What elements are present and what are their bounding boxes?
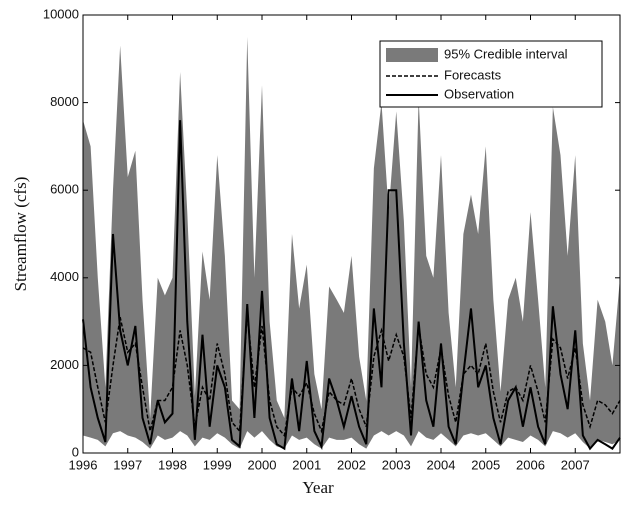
x-tick-label: 2003 (382, 457, 411, 472)
x-tick-label: 1997 (113, 457, 142, 472)
x-tick-label: 1998 (158, 457, 187, 472)
x-tick-label: 2001 (292, 457, 321, 472)
x-tick-label: 2006 (516, 457, 545, 472)
x-tick-label: 2000 (248, 457, 277, 472)
y-tick-label: 6000 (50, 182, 79, 197)
y-axis-label: Streamflow (cfs) (11, 177, 30, 292)
y-tick-label: 8000 (50, 94, 79, 109)
series-line (82, 120, 621, 451)
legend-label: Forecasts (444, 67, 502, 82)
series-line (82, 312, 621, 438)
legend-label: Observation (444, 86, 514, 101)
legend-label: 95% Credible interval (444, 46, 568, 61)
x-tick-label: 2007 (561, 457, 590, 472)
x-axis-label: Year (302, 478, 334, 497)
y-tick-label: 10000 (43, 6, 79, 21)
legend-swatch (386, 48, 438, 62)
x-tick-label: 1996 (69, 457, 98, 472)
x-tick-label: 1999 (203, 457, 232, 472)
x-tick-label: 2004 (427, 457, 456, 472)
x-tick-label: 2005 (471, 457, 500, 472)
x-tick-label: 2002 (337, 457, 366, 472)
y-tick-label: 4000 (50, 269, 79, 284)
y-tick-label: 2000 (50, 357, 79, 372)
y-tick-label: 0 (72, 444, 79, 459)
